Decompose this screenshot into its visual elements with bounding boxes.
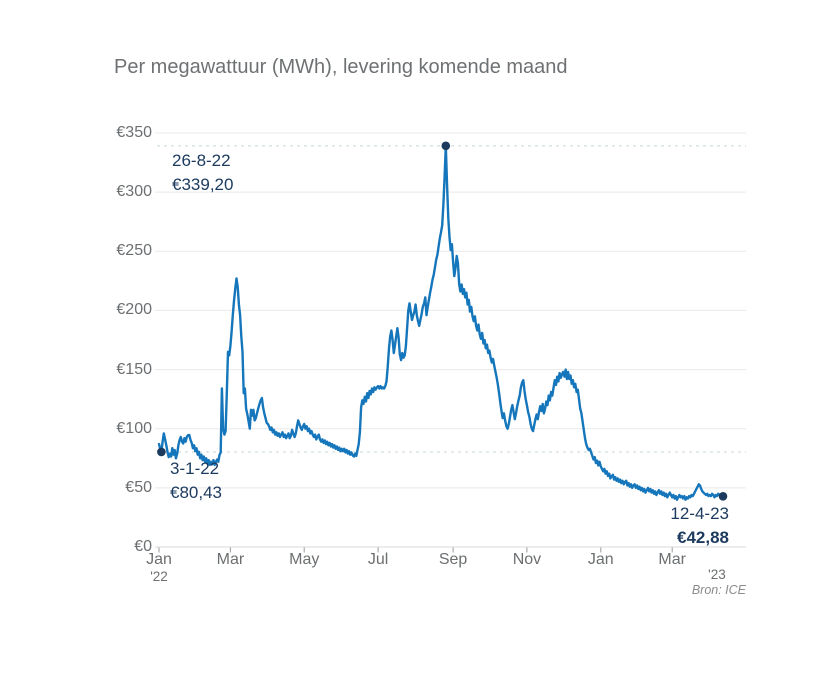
annotation-peak-date: 26-8-22 [172,151,231,170]
y-axis-label: €0 [134,538,152,555]
annotation-peak-value: €339,20 [172,175,234,194]
x-axis-label: Mar [216,551,245,568]
annotation-end-date: 12-4-23 [670,504,729,523]
x-axis-label: May [289,551,320,568]
x-axis-label: Nov [512,551,542,568]
source-credit: Bron: ICE [691,583,746,597]
price-line [157,144,725,501]
data-point-start [157,447,166,457]
y-axis-label: €200 [116,301,152,319]
annotation-end: 12-4-23 €42,88 [670,502,729,550]
x-axis-label: Jan [587,551,614,568]
x-axis-label: Mar [658,551,686,568]
annotation-peak: 26-8-22 €339,20 [172,149,233,197]
annotation-end-value: €42,88 [677,528,729,547]
y-axis-label: €350 [116,123,152,141]
x-axis-label: Sep [438,551,468,568]
annotation-start-value: €80,43 [170,483,222,502]
annotation-start-date: 3-1-22 [170,459,220,478]
y-axis-label: €50 [125,478,152,496]
x-axis-year-label: '22 [150,569,168,584]
x-axis-label: Jan [146,551,172,568]
y-axis-label: €100 [116,419,152,437]
y-axis-label: €150 [116,360,152,378]
x-axis-label: Jul [367,551,389,568]
annotation-start: 3-1-22 €80,43 [170,457,222,505]
data-point-end [718,492,728,501]
data-point-peak [441,141,451,151]
y-axis-label: €300 [116,183,152,201]
chart-title: Per megawattuur (MWh), levering komende … [114,56,568,78]
x-axis-year-label: '23 [708,567,726,582]
y-axis-label: €250 [116,242,152,260]
